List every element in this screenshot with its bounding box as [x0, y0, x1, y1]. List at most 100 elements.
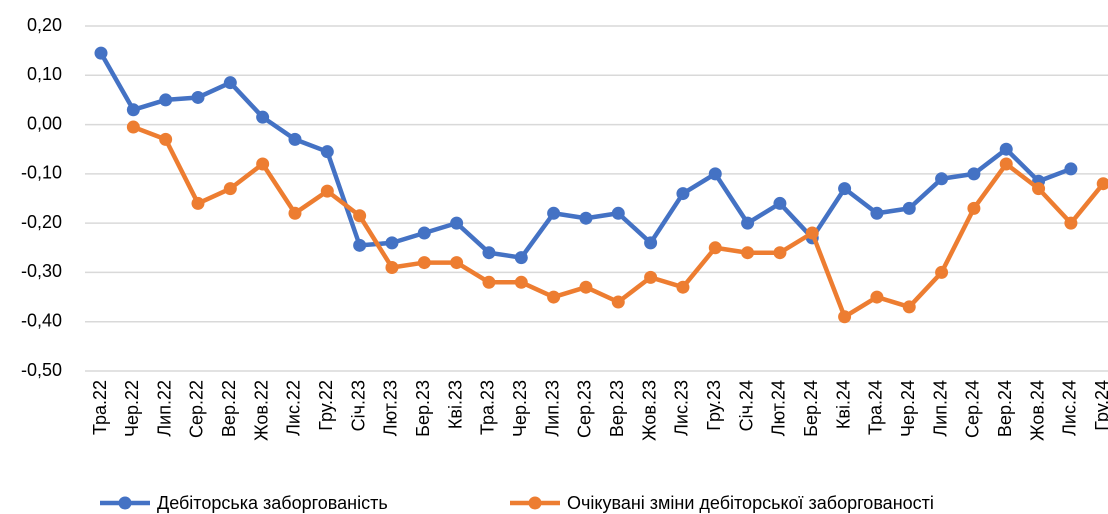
point-marker [126, 103, 140, 117]
point-marker [288, 206, 302, 220]
point-marker [385, 236, 399, 250]
point-marker [450, 216, 464, 230]
y-tick-label: -0,20 [21, 212, 62, 232]
point-marker [256, 110, 270, 124]
point-marker [482, 246, 496, 260]
point-marker [1064, 216, 1078, 230]
point-marker [773, 196, 787, 210]
x-tick-label: Сер.22 [187, 380, 207, 438]
point-marker [191, 196, 205, 210]
point-marker [741, 216, 755, 230]
point-marker [967, 167, 981, 181]
point-marker [159, 93, 173, 107]
series-line [99, 51, 1072, 260]
point-marker [547, 290, 561, 304]
x-tick-label: Чер.23 [510, 380, 530, 437]
x-tick-label: Вер.22 [219, 380, 239, 437]
point-marker [611, 295, 625, 309]
x-tick-label: Тра.23 [478, 380, 498, 435]
x-tick-label: Бер.24 [801, 380, 821, 437]
point-marker [191, 90, 205, 104]
point-marker [708, 167, 722, 181]
point-marker [902, 300, 916, 314]
x-tick-label: Жов.24 [1027, 380, 1047, 441]
x-tick-label: Лют.23 [381, 380, 401, 436]
point-marker [547, 206, 561, 220]
point-marker [385, 261, 399, 274]
point-marker [320, 145, 334, 159]
x-tick-label: Бер.23 [413, 380, 433, 437]
x-tick-label: Січ.24 [736, 380, 756, 431]
point-marker [870, 290, 884, 304]
x-tick-label: Сер.23 [575, 380, 595, 438]
x-tick-label: Лип.24 [930, 380, 950, 437]
x-tick-label: Лип.23 [542, 380, 562, 437]
point-marker [708, 241, 722, 255]
point-marker [644, 270, 658, 284]
point-marker [579, 211, 593, 225]
x-tick-label: Лис.22 [284, 380, 304, 436]
point-marker [450, 256, 464, 270]
point-marker [741, 246, 755, 260]
point-marker [320, 184, 334, 198]
point-marker [902, 201, 916, 215]
x-tick-label: Лип.22 [154, 380, 174, 437]
legend-label: Очікувані зміни дебіторської заборговано… [567, 493, 934, 513]
x-tick-label: Жов.23 [639, 380, 659, 441]
point-marker [126, 120, 140, 134]
point-marker [999, 157, 1013, 171]
point-marker [805, 226, 819, 240]
legend-marker [528, 496, 542, 510]
x-tick-label: Чер.22 [122, 380, 142, 437]
x-tick-label: Чер.24 [898, 380, 918, 437]
point-marker [94, 46, 108, 60]
y-tick-label: -0,10 [21, 163, 62, 183]
x-tick-label: Лис.23 [672, 380, 692, 436]
x-tick-label: Сер.24 [963, 380, 983, 438]
y-tick-label: 0,10 [27, 64, 62, 84]
y-tick-label: -0,40 [21, 310, 62, 330]
point-marker [935, 172, 949, 186]
point-marker [417, 256, 431, 270]
y-tick-label: -0,50 [21, 360, 62, 380]
x-tick-label: Лют.24 [769, 380, 789, 436]
point-marker [514, 275, 528, 289]
point-marker [1032, 182, 1046, 196]
point-marker [159, 132, 173, 146]
point-marker [838, 310, 852, 324]
x-tick-label: Кві.23 [445, 380, 465, 429]
point-marker [353, 238, 367, 252]
point-marker [838, 182, 852, 196]
x-tick-label: Вер.23 [607, 380, 627, 437]
x-tick-label: Кві.24 [833, 380, 853, 429]
point-marker [1096, 177, 1108, 191]
point-marker [676, 280, 690, 294]
point-marker [870, 206, 884, 220]
point-marker [611, 206, 625, 220]
point-marker [1064, 162, 1078, 176]
x-tick-label: Тра.22 [90, 380, 110, 435]
x-tick-label: Гру.24 [1092, 380, 1108, 431]
point-marker [417, 226, 431, 240]
y-tick-label: 0,00 [27, 113, 62, 133]
y-tick-label: -0,30 [21, 261, 62, 281]
x-tick-label: Жов.22 [251, 380, 271, 441]
x-tick-label: Лис.24 [1060, 380, 1080, 436]
point-marker [482, 275, 496, 289]
x-tick-label: Гру.22 [316, 380, 336, 431]
legend-label: Дебіторська заборгованість [157, 493, 388, 513]
point-marker [967, 201, 981, 215]
x-tick-label: Гру.23 [704, 380, 724, 431]
point-marker [644, 236, 658, 250]
legend-marker [118, 496, 132, 510]
point-marker [773, 246, 787, 260]
point-marker [999, 142, 1013, 156]
point-marker [223, 76, 237, 90]
point-marker [223, 182, 237, 196]
x-tick-label: Січ.23 [348, 380, 368, 431]
point-marker [579, 280, 593, 294]
x-tick-label: Вер.24 [995, 380, 1015, 437]
point-marker [676, 187, 690, 201]
series-line [132, 124, 1105, 320]
